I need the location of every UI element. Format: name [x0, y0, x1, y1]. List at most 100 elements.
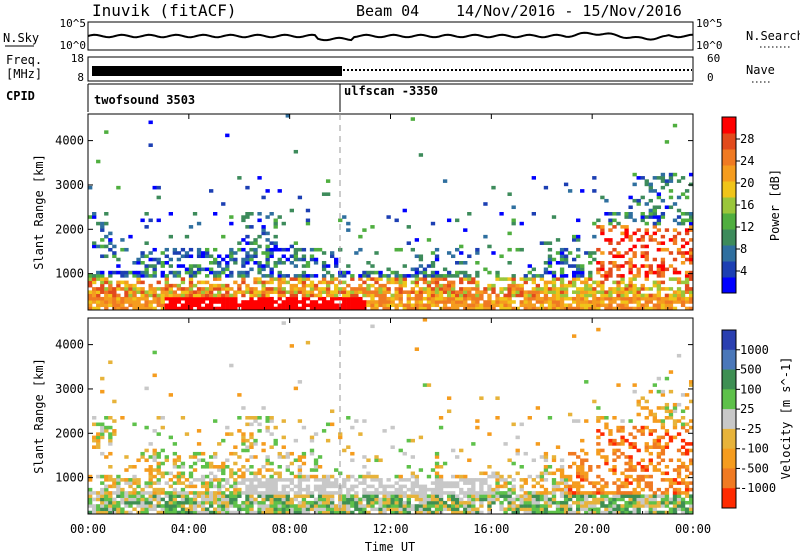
heatmap-cell [241, 481, 246, 485]
heatmap-cell [600, 290, 605, 294]
heatmap-cell [148, 478, 153, 482]
heatmap-cell [684, 500, 690, 505]
heatmap-cell [455, 481, 460, 485]
heatmap-cell [96, 300, 101, 304]
heatmap-cell [390, 484, 395, 489]
heatmap-cell [479, 500, 484, 505]
heatmap-cell [414, 296, 420, 301]
heatmap-cell [451, 300, 456, 304]
power-colorbar-block [722, 181, 736, 198]
heatmap-cell [463, 500, 468, 505]
heatmap-cell [116, 296, 121, 301]
heatmap-cell [120, 287, 125, 291]
heatmap-cell [257, 176, 262, 180]
heatmap-cell [313, 507, 319, 512]
heatmap-cell [386, 300, 391, 304]
heatmap-cell [503, 497, 508, 502]
heatmap-cell [656, 504, 662, 508]
heatmap-cell [342, 500, 347, 505]
heatmap-cell [680, 238, 686, 242]
heatmap-cell [680, 416, 686, 420]
heatmap-cell [265, 257, 270, 262]
heatmap-cell [273, 225, 278, 229]
heatmap-cell [108, 465, 113, 469]
heatmap-cell [632, 435, 637, 440]
heatmap-cell [362, 510, 367, 515]
heatmap-cell [269, 507, 274, 512]
heatmap-cell [104, 416, 109, 420]
heatmap-cell [422, 507, 428, 512]
heatmap-cell [688, 270, 694, 275]
heatmap-cell [136, 257, 141, 262]
heatmap-cell [257, 270, 262, 275]
heatmap-cell [463, 306, 468, 311]
heatmap-cell [104, 429, 109, 433]
heatmap-cell [463, 296, 468, 301]
heatmap-cell [330, 296, 335, 301]
heatmap-cell [196, 254, 202, 259]
power-colorbar-block [722, 261, 736, 278]
heatmap-cell [519, 465, 524, 469]
heatmap-cell [132, 500, 137, 505]
heatmap-cell [362, 504, 367, 508]
heatmap-cell [140, 287, 145, 291]
heatmap-cell [168, 484, 173, 489]
heatmap-cell [108, 507, 113, 512]
heatmap-cell [180, 277, 186, 281]
heatmap-cell [434, 280, 440, 285]
heatmap-cell [144, 448, 149, 453]
heatmap-cell [245, 257, 250, 262]
heatmap-cell [200, 500, 206, 505]
heatmap-cell [410, 296, 415, 301]
heatmap-cell [676, 507, 682, 512]
heatmap-cell [499, 254, 504, 259]
heatmap-cell [559, 500, 565, 505]
heatmap-cell [455, 497, 460, 502]
heatmap-cell [374, 497, 379, 502]
heatmap-cell [309, 438, 315, 443]
heatmap-cell [559, 267, 565, 272]
heatmap-cell [309, 274, 315, 278]
heatmap-cell [261, 465, 266, 469]
heatmap-cell [584, 283, 589, 288]
heatmap-cell [156, 504, 161, 508]
heatmap-cell [491, 300, 496, 304]
heatmap-cell [100, 487, 105, 492]
heatmap-cell [684, 429, 690, 433]
heatmap-cell [672, 241, 678, 245]
heatmap-cell [217, 300, 222, 304]
heatmap-cell [180, 303, 186, 308]
velocity-colorbar-tick-label: 500 [740, 363, 762, 377]
heatmap-cell [624, 228, 629, 232]
heatmap-cell [636, 461, 641, 466]
heatmap-cell [317, 507, 323, 512]
heatmap-cell [459, 251, 464, 255]
heatmap-cell [523, 491, 528, 495]
heatmap-cell [116, 487, 121, 492]
heatmap-cell [261, 267, 266, 272]
heatmap-cell [233, 261, 238, 265]
heatmap-cell [188, 497, 194, 502]
heatmap-cell [648, 481, 653, 485]
heatmap-cell [269, 241, 274, 245]
heatmap-cell [104, 212, 109, 216]
heatmap-cell [116, 264, 121, 268]
heatmap-cell [479, 497, 484, 502]
heatmap-cell [656, 461, 662, 466]
heatmap-cell [213, 494, 218, 498]
heatmap-cell [112, 500, 117, 505]
heatmap-cell [132, 283, 137, 288]
heatmap-cell [503, 510, 508, 515]
heatmap-cell [200, 491, 206, 495]
heatmap-cell [434, 254, 440, 259]
heatmap-cell [132, 270, 137, 275]
heatmap-cell [350, 303, 355, 308]
heatmap-cell [620, 231, 625, 236]
heatmap-cell [386, 306, 391, 311]
heatmap-cell [148, 290, 153, 294]
heatmap-cell [164, 306, 169, 311]
heatmap-cell [148, 287, 153, 291]
heatmap-cell [459, 478, 464, 482]
heatmap-cell [422, 497, 428, 502]
heatmap-cell [378, 507, 383, 512]
